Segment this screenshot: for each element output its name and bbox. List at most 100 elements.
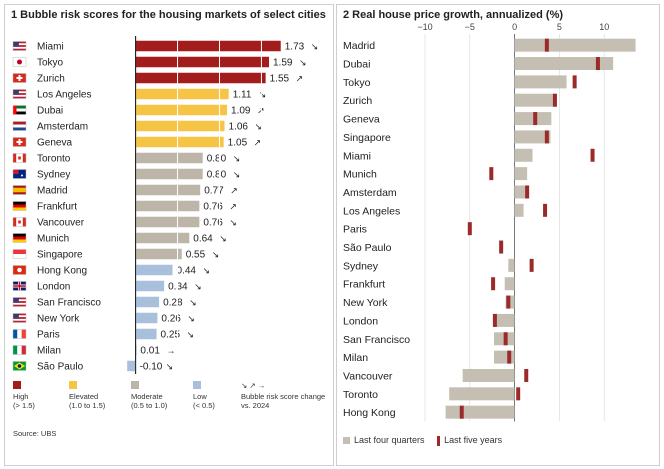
risk-legend: High (> 1.5) Elevated (1.0 to 1.5) Moder… — [13, 381, 331, 425]
price-growth-chart: −10 −5 0 5 10 Madrid Dubai Tokyo Zurich Geneva Sin… — [343, 22, 636, 422]
city-label-frankfurt: Frankfurt — [37, 202, 77, 213]
growth-city-label-dubai: Dubai — [343, 59, 370, 71]
flag-madrid-icon — [12, 185, 27, 195]
risk-bar-geneva — [135, 136, 224, 148]
city-label-zurich: Zurich — [37, 74, 65, 85]
legend-five-years-swatch — [437, 435, 441, 446]
risk-value-milan: 0.01 — [140, 346, 160, 357]
flag-miami-icon — [12, 41, 27, 51]
risk-value-hong-kong: 0.44 — [177, 266, 197, 277]
risk-bar-hong-kong — [135, 264, 173, 276]
four-quarter-bar-madrid — [514, 38, 636, 52]
four-quarter-bar-sydney — [508, 258, 515, 272]
flag-los-angeles-icon — [12, 89, 27, 99]
risk-value-new-york: 0.26 — [161, 314, 181, 325]
risk-value-toronto: 0.80 — [207, 154, 227, 165]
city-label-sydney: Sydney — [37, 170, 70, 181]
growth-city-label-miami: Miami — [343, 150, 371, 162]
city-label-toronto: Toronto — [37, 154, 71, 165]
flag-zurich-icon — [12, 73, 27, 83]
risk-arrow-london: ↘ — [194, 282, 202, 292]
risk-bar-new-york — [135, 312, 158, 324]
four-quarter-bar-zurich — [514, 93, 556, 107]
five-year-marker-san-francisco — [503, 332, 508, 346]
risk-arrow-new-york: ↘ — [187, 314, 195, 324]
growth-city-label-sydney: Sydney — [343, 260, 379, 272]
flag-london-icon — [12, 281, 27, 291]
legend-moderate-label: Moderate — [131, 392, 163, 401]
risk-bar-paris — [135, 328, 157, 340]
city-label-milan: Milan — [37, 346, 61, 357]
legend-arrows-symbols: ↘ ↗ → — [241, 381, 266, 390]
risk-arrow-miami: ↘ — [311, 42, 319, 52]
flag-vancouver-icon — [12, 217, 27, 227]
five-year-marker-new-york — [506, 295, 511, 309]
city-label-san-francisco: San Francisco — [37, 298, 101, 309]
growth-city-label-los-angeles: Los Angeles — [343, 205, 400, 217]
city-label-hong-kong: Hong Kong — [37, 266, 87, 277]
risk-bar-los-angeles — [135, 88, 229, 100]
risk-bar-tokyo — [135, 56, 269, 68]
five-year-marker-s-o-paulo — [499, 240, 504, 254]
city-label-new-york: New York — [37, 314, 80, 325]
risk-arrow-madrid: ↗ — [230, 186, 238, 196]
four-quarter-bar-munich — [514, 167, 528, 181]
legend-moderate: Moderate (0.5 to 1.0) — [131, 381, 167, 410]
x-tick-0: 0 — [512, 22, 517, 32]
risk-arrow-munich: ↘ — [219, 234, 227, 244]
five-year-marker-zurich — [552, 93, 557, 107]
risk-value-dubai: 1.09 — [231, 106, 251, 117]
flag-frankfurt-icon — [12, 201, 27, 211]
five-year-marker-singapore — [544, 130, 549, 144]
legend-moderate-swatch — [131, 381, 139, 389]
legend-five-years-label: Last five years — [444, 435, 503, 445]
risk-value-los-angeles: 1.11 — [233, 90, 252, 101]
risk-bar-singapore — [135, 248, 182, 260]
city-label-miami: Miami — [37, 42, 64, 53]
risk-value-geneva: 1.05 — [228, 138, 248, 149]
legend-five-years: Last five years — [437, 435, 502, 446]
flag-singapore-icon — [12, 249, 27, 259]
flag-geneva-icon — [12, 137, 27, 147]
five-year-marker-munich — [489, 167, 494, 181]
risk-bar-zurich — [135, 72, 266, 84]
growth-city-label-paris: Paris — [343, 224, 367, 236]
legend-four-quarters-swatch — [343, 437, 350, 445]
city-label-paris: Paris — [37, 330, 60, 341]
legend-high-swatch — [13, 381, 21, 389]
city-label-s-o-paulo: São Paulo — [37, 362, 84, 373]
risk-bar-frankfurt — [135, 200, 200, 212]
risk-arrow-tokyo: ↘ — [299, 58, 307, 68]
risk-bar-miami — [135, 40, 281, 52]
risk-bar-s-o-paulo — [127, 360, 136, 372]
growth-city-label-s-o-paulo: São Paulo — [343, 242, 392, 254]
growth-city-label-geneva: Geneva — [343, 114, 380, 126]
risk-arrow-san-francisco: ↘ — [189, 298, 197, 308]
legend-elevated: Elevated (1.0 to 1.5) — [69, 381, 105, 410]
risk-bar-madrid — [135, 184, 201, 196]
x-tick-5: 5 — [557, 22, 562, 32]
legend-four-quarters: Last four quarters — [343, 435, 425, 445]
risk-bar-london — [135, 280, 165, 292]
four-quarter-bar-toronto — [449, 387, 515, 401]
risk-arrow-s-o-paulo: ↘ — [166, 362, 174, 372]
five-year-marker-tokyo — [572, 75, 577, 89]
growth-city-label-madrid: Madrid — [343, 40, 375, 52]
city-label-geneva: Geneva — [37, 138, 72, 149]
risk-bar-amsterdam — [135, 120, 225, 132]
risk-bar-vancouver — [135, 216, 200, 228]
risk-value-london: 0.34 — [168, 282, 188, 293]
four-quarter-bar-dubai — [514, 57, 614, 71]
five-year-marker-sydney — [529, 258, 534, 272]
bubble-risk-chart: Miami 1.73 ↘ Tokyo 1.59 ↘ Zurich 1.55 ↗ Los Angel… — [12, 36, 319, 374]
risk-bar-dubai — [135, 104, 228, 116]
legend-high-label: High — [13, 392, 29, 401]
flag-hong-kong-icon — [12, 265, 27, 275]
legend-low-swatch — [193, 381, 201, 389]
five-year-marker-paris — [467, 222, 472, 236]
x-tick--5: −5 — [465, 22, 475, 32]
risk-value-frankfurt: 0.76 — [203, 202, 223, 213]
five-year-marker-toronto — [516, 387, 521, 401]
risk-value-sydney: 0.80 — [207, 170, 227, 181]
four-quarter-bar-singapore — [514, 130, 551, 144]
